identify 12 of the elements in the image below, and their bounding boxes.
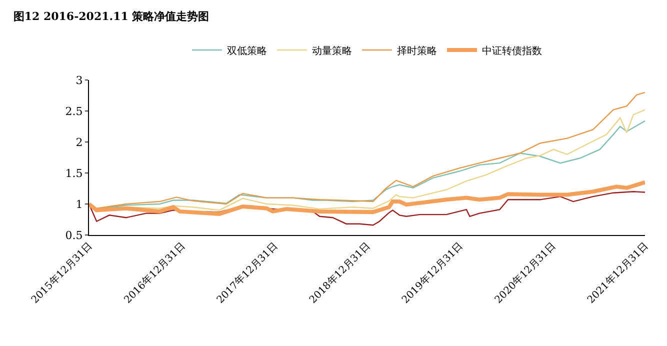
y-tick-label: 3 [76,74,83,87]
legend-label: 择时策略 [397,44,437,57]
chart-title: 图12 2016-2021.11 策略净值走势图 [13,10,210,23]
y-tick-label: 2.5 [65,104,83,118]
legend-label: 双低策略 [227,44,267,57]
y-tick-label: 2 [76,136,83,149]
legend-label: 动量策略 [312,44,352,57]
legend-label: 中证转债指数 [482,44,542,57]
line-series [89,180,645,216]
y-tick-label: 1 [76,198,83,211]
y-tick-label: 0.5 [65,228,83,242]
y-tick-label: 1.5 [65,166,83,180]
